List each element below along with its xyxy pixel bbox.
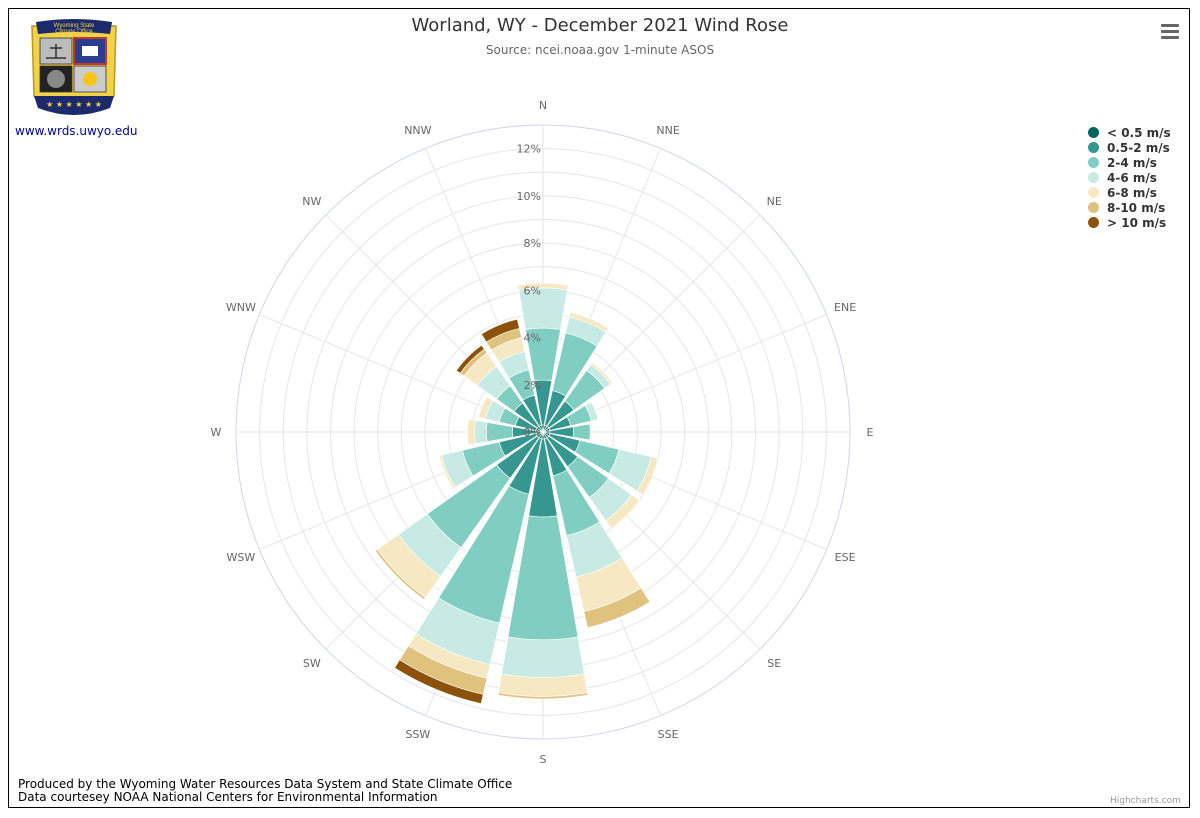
legend-item[interactable]: 0.5-2 m/s bbox=[1088, 140, 1171, 155]
direction-label-NE: NE bbox=[767, 195, 782, 208]
wind-bar-S[interactable] bbox=[497, 692, 589, 700]
legend-label: 0.5-2 m/s bbox=[1107, 140, 1170, 155]
wind-bar-SE[interactable] bbox=[605, 494, 640, 529]
direction-label-SSE: SSE bbox=[658, 728, 679, 741]
direction-label-W: W bbox=[211, 426, 222, 439]
direction-label-NNE: NNE bbox=[656, 124, 679, 137]
legend-symbol bbox=[1088, 172, 1099, 183]
legend-label: > 10 m/s bbox=[1107, 215, 1167, 230]
legend-label: < 0.5 m/s bbox=[1107, 125, 1171, 140]
wind-bar-S[interactable] bbox=[501, 636, 585, 678]
legend-symbol bbox=[1088, 142, 1099, 153]
wind-bar-ESE[interactable] bbox=[636, 456, 659, 496]
credits: Produced by the Wyoming Water Resources … bbox=[18, 778, 512, 804]
radial-tick-label: 4% bbox=[524, 332, 541, 345]
wind-bar-NW[interactable] bbox=[455, 344, 485, 374]
wind-bar-S[interactable] bbox=[498, 673, 588, 697]
legend-item[interactable]: 4-6 m/s bbox=[1088, 170, 1171, 185]
radial-tick-label: 8% bbox=[524, 237, 541, 250]
chart-title: Worland, WY - December 2021 Wind Rose bbox=[411, 15, 789, 36]
highcharts-credit-link[interactable]: Highcharts.com bbox=[1110, 796, 1181, 806]
direction-label-WSW: WSW bbox=[227, 551, 256, 564]
direction-label-NW: NW bbox=[302, 195, 321, 208]
radial-tick-label: 0% bbox=[524, 426, 541, 439]
radial-tick-label: 6% bbox=[524, 284, 541, 297]
wind-bar-NE[interactable] bbox=[590, 362, 613, 385]
wind-bar-W[interactable] bbox=[486, 422, 514, 442]
wind-bar-ENE[interactable] bbox=[584, 401, 599, 422]
logo-text-line2: Climate Office bbox=[55, 29, 93, 35]
wind-bar-SSE[interactable] bbox=[583, 587, 651, 629]
legend-symbol bbox=[1088, 127, 1099, 138]
hamburger-menu-icon[interactable] bbox=[1158, 20, 1182, 42]
direction-label-SE: SE bbox=[767, 657, 781, 670]
radial-tick-label: 12% bbox=[517, 143, 541, 156]
legend-symbol bbox=[1088, 202, 1099, 213]
legend: < 0.5 m/s 0.5-2 m/s 2-4 m/s 4-6 m/s 6-8 m/s 8… bbox=[1088, 125, 1171, 230]
direction-label-SW: SW bbox=[303, 657, 321, 670]
wind-bar-E[interactable] bbox=[572, 423, 591, 441]
legend-item[interactable]: 6-8 m/s bbox=[1088, 185, 1171, 200]
direction-label-ENE: ENE bbox=[834, 301, 856, 314]
wind-bar-W[interactable] bbox=[474, 420, 488, 444]
wind-bar-SSW[interactable] bbox=[394, 659, 484, 705]
radial-tick-label: 2% bbox=[524, 379, 541, 392]
legend-item[interactable]: 8-10 m/s bbox=[1088, 200, 1171, 215]
legend-label: 6-8 m/s bbox=[1107, 185, 1157, 200]
wind-bar-NNE[interactable] bbox=[568, 311, 609, 333]
wind-bar-W[interactable] bbox=[467, 418, 476, 446]
legend-label: 8-10 m/s bbox=[1107, 200, 1166, 215]
legend-label: 2-4 m/s bbox=[1107, 155, 1157, 170]
wind-bar-SW[interactable] bbox=[374, 549, 426, 601]
climate-office-logo: Wyoming State Climate Office ★ ★ ★ ★ ★ ★ bbox=[31, 19, 117, 115]
wind-bar-NNW[interactable] bbox=[480, 318, 520, 343]
logo-text-line1: Wyoming State bbox=[54, 23, 95, 29]
legend-label: 4-6 m/s bbox=[1107, 170, 1157, 185]
wind-bar-WSW[interactable] bbox=[439, 454, 456, 490]
direction-label-NNW: NNW bbox=[404, 124, 431, 137]
direction-label-ESE: ESE bbox=[835, 551, 856, 564]
radial-tick-label: 10% bbox=[517, 190, 541, 203]
legend-item[interactable]: < 0.5 m/s bbox=[1088, 125, 1171, 140]
credits-line-2: Data courtesey NOAA National Centers for… bbox=[18, 790, 438, 804]
direction-label-S: S bbox=[540, 753, 547, 766]
chart-subtitle: Source: ncei.noaa.gov 1-minute ASOS bbox=[485, 43, 715, 57]
wrds-website-link[interactable]: www.wrds.uwyo.edu bbox=[15, 124, 138, 138]
legend-symbol bbox=[1088, 217, 1099, 228]
wind-bar-WNW[interactable] bbox=[478, 396, 494, 420]
legend-item[interactable]: > 10 m/s bbox=[1088, 215, 1171, 230]
direction-label-WNW: WNW bbox=[226, 301, 256, 314]
credits-line-1: Produced by the Wyoming Water Resources … bbox=[18, 777, 513, 791]
legend-item[interactable]: 2-4 m/s bbox=[1088, 155, 1171, 170]
wind-bar-N[interactable] bbox=[517, 283, 569, 291]
direction-label-SSW: SSW bbox=[405, 728, 430, 741]
legend-symbol bbox=[1088, 187, 1099, 198]
direction-label-E: E bbox=[867, 426, 874, 439]
svg-text:★ ★ ★ ★ ★ ★: ★ ★ ★ ★ ★ ★ bbox=[46, 100, 102, 109]
direction-label-N: N bbox=[539, 99, 547, 112]
legend-symbol bbox=[1088, 157, 1099, 168]
chart-frame bbox=[8, 8, 1190, 808]
